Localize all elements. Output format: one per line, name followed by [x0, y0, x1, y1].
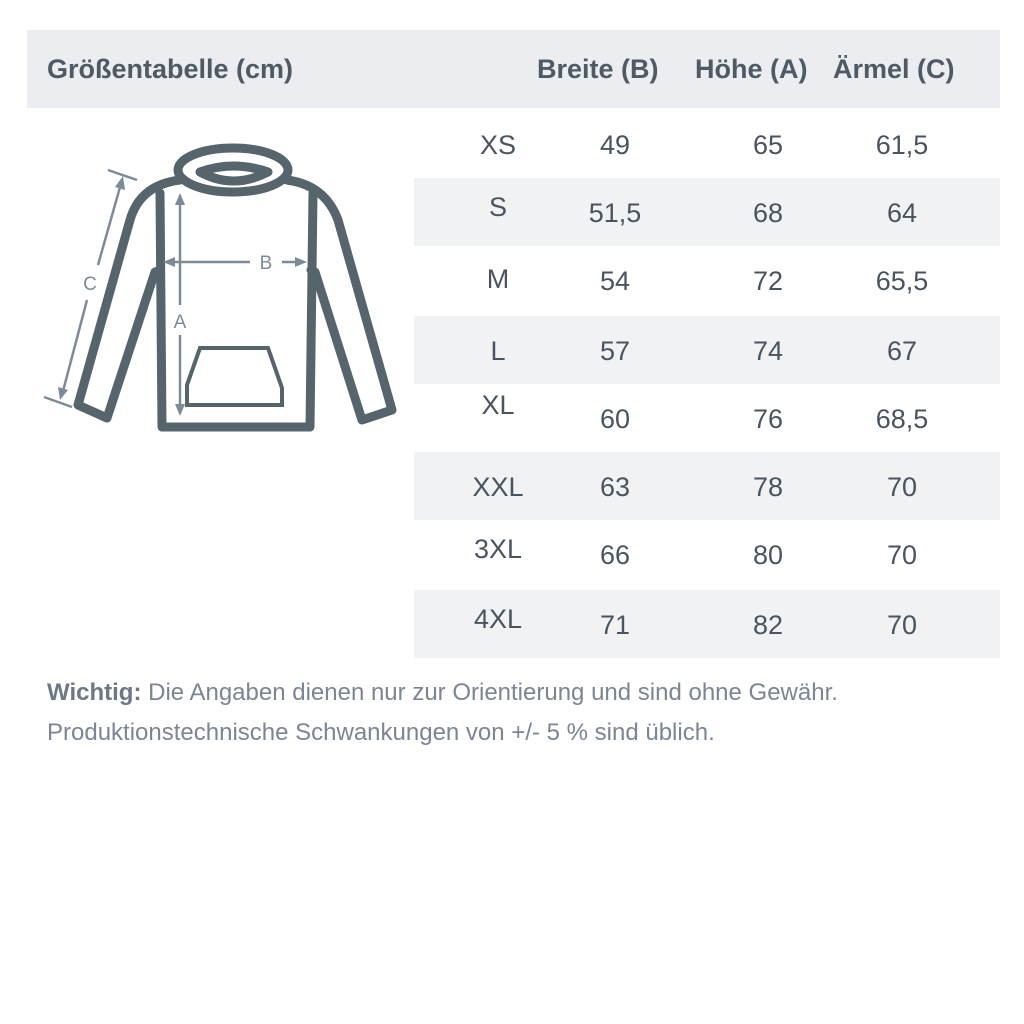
- note-line-2: Produktionstechnische Schwankungen von +…: [47, 719, 715, 746]
- cell-size: 3XL: [473, 534, 523, 564]
- note-label: Wichtig:: [47, 679, 142, 706]
- cell-hoehe: 80: [752, 540, 784, 570]
- label-b: B: [260, 253, 273, 274]
- cell-size: M: [486, 264, 510, 294]
- cell-hoehe: 74: [752, 336, 784, 366]
- table-header: Größentabelle (cm) Breite (B) Höhe (A) Ä…: [27, 30, 1000, 108]
- cell-hoehe: 82: [752, 610, 784, 640]
- cell-aermel: 64: [886, 198, 918, 228]
- label-a: A: [174, 312, 187, 333]
- cell-hoehe: 72: [752, 266, 784, 296]
- cell-aermel: 65,5: [875, 266, 929, 296]
- cell-breite: 54: [599, 266, 631, 296]
- cell-aermel: 70: [886, 472, 918, 502]
- cell-size: 4XL: [473, 604, 523, 634]
- cell-size: XXL: [472, 472, 524, 502]
- cell-size: XL: [481, 390, 515, 420]
- cell-breite: 63: [599, 472, 631, 502]
- cell-hoehe: 68: [752, 198, 784, 228]
- table-row: M 54 72 65,5: [414, 246, 1000, 314]
- cell-breite: 66: [599, 540, 631, 570]
- label-c: C: [83, 274, 97, 295]
- column-header-breite: Breite (B): [537, 54, 659, 84]
- cell-aermel: 61,5: [875, 130, 929, 160]
- cell-aermel: 70: [886, 610, 918, 640]
- cell-breite: 51,5: [588, 198, 642, 228]
- table-row: XL 60 76 68,5: [414, 384, 1000, 452]
- cell-size: L: [490, 336, 506, 366]
- note-line-1: Wichtig: Die Angaben dienen nur zur Orie…: [47, 679, 838, 707]
- cell-aermel: 70: [886, 540, 918, 570]
- table-row: S 51,5 68 64: [414, 178, 1000, 246]
- table-row: XXL 63 78 70: [414, 452, 1000, 520]
- table-title: Größentabelle (cm): [47, 54, 294, 84]
- cell-breite: 60: [599, 404, 631, 434]
- note-text-1: Die Angaben dienen nur zur Orientierung …: [141, 679, 838, 706]
- cell-size: XS: [479, 130, 517, 160]
- column-header-aermel: Ärmel (C): [833, 54, 955, 84]
- cell-breite: 57: [599, 336, 631, 366]
- table-row: L 57 74 67: [414, 316, 1000, 384]
- cell-aermel: 68,5: [875, 404, 929, 434]
- table-row: 3XL 66 80 70: [414, 520, 1000, 588]
- table-row: 4XL 71 82 70: [414, 590, 1000, 658]
- cell-breite: 71: [599, 610, 631, 640]
- cell-aermel: 67: [886, 336, 918, 366]
- cell-hoehe: 65: [752, 130, 784, 160]
- cell-breite: 49: [599, 130, 631, 160]
- cell-hoehe: 78: [752, 472, 784, 502]
- cell-size: S: [488, 192, 508, 222]
- column-header-hoehe: Höhe (A): [695, 54, 808, 84]
- table-row: XS 49 65 61,5: [414, 110, 1000, 178]
- cell-hoehe: 76: [752, 404, 784, 434]
